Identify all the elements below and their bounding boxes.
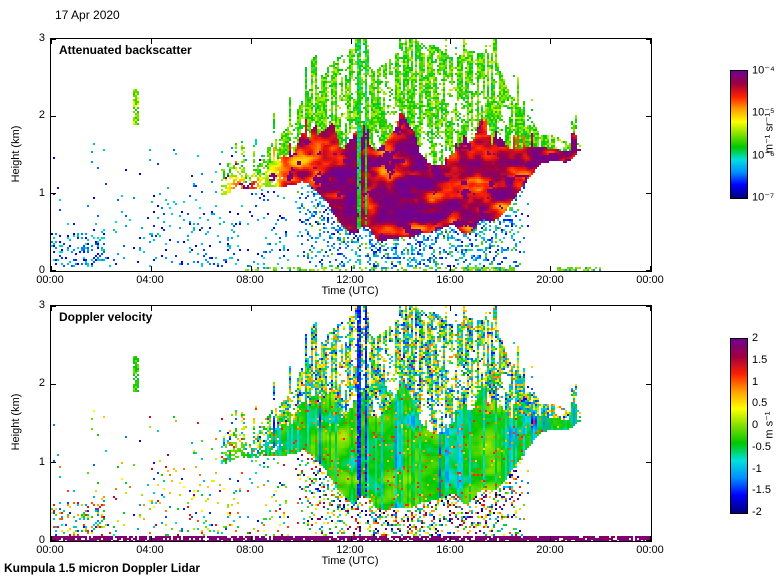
x-tick-label: 20:00 — [536, 274, 564, 286]
colorbar-tick-label: 0.5 — [752, 397, 768, 410]
colorbar-tick-label: -2 — [752, 506, 762, 518]
colorbar-tick-label: -1.5 — [752, 484, 771, 497]
y-tick-label: 2 — [38, 377, 45, 390]
x-tick-label: 04:00 — [136, 274, 164, 286]
x-tick-label: 12:00 — [336, 544, 364, 556]
x-tick-label: 12:00 — [336, 274, 364, 286]
colorbar-tick-label: 0 — [752, 419, 759, 431]
colorbar-tick-label: -1 — [752, 462, 762, 475]
doppler-colorbar-label: m s⁻¹ — [763, 411, 776, 439]
date-label: 17 Apr 2020 — [55, 8, 120, 22]
x-tick-label: 00:00 — [636, 274, 664, 286]
backscatter-heatmap-canvas — [51, 39, 651, 271]
backscatter-colorbar-canvas — [731, 71, 747, 198]
y-tick-label: 2 — [38, 109, 45, 122]
y-tick-label: 3 — [38, 32, 45, 44]
doppler-x-axis-label: Time (UTC) — [321, 555, 379, 567]
x-tick-label: 00:00 — [36, 544, 64, 556]
backscatter-panel-title: Attenuated backscatter — [59, 43, 192, 57]
colorbar-tick-label: 2 — [752, 332, 759, 344]
x-tick-label: 08:00 — [236, 544, 264, 556]
instrument-caption: Kumpula 1.5 micron Doppler Lidar — [4, 561, 201, 575]
colorbar-tick-label: 1.5 — [752, 353, 768, 366]
doppler-colorbar — [730, 338, 748, 514]
colorbar-tick-label: 10⁻⁵ — [752, 106, 775, 119]
doppler-heatmap-canvas — [51, 306, 651, 541]
backscatter-plot-area: Attenuated backscatter — [50, 38, 652, 272]
doppler-panel-title: Doppler velocity — [59, 310, 153, 324]
y-tick-label: 0 — [38, 534, 45, 546]
x-tick-label: 20:00 — [536, 544, 564, 556]
colorbar-tick-label: 1 — [752, 375, 759, 388]
y-tick-label: 1 — [38, 186, 45, 199]
backscatter-y-axis-label: Height (km) — [10, 125, 22, 183]
x-tick-label: 00:00 — [636, 544, 664, 556]
backscatter-colorbar — [730, 70, 748, 199]
x-tick-label: 04:00 — [136, 544, 164, 556]
x-tick-label: 00:00 — [36, 274, 64, 286]
y-tick-label: 1 — [38, 455, 45, 468]
y-tick-label: 3 — [38, 299, 45, 311]
colorbar-tick-label: 10⁻⁴ — [752, 64, 775, 77]
doppler-colorbar-canvas — [731, 339, 747, 513]
x-tick-label: 16:00 — [436, 274, 464, 286]
x-tick-label: 16:00 — [436, 544, 464, 556]
doppler-plot-area: Doppler velocity — [50, 305, 652, 542]
doppler-y-axis-label: Height (km) — [10, 393, 22, 451]
backscatter-x-axis-label: Time (UTC) — [321, 285, 379, 297]
x-tick-label: 08:00 — [236, 274, 264, 286]
y-tick-label: 0 — [38, 264, 45, 276]
backscatter-colorbar-label: m⁻¹ sr⁻¹ — [763, 112, 776, 154]
colorbar-tick-label: -0.5 — [752, 440, 771, 453]
colorbar-tick-label: 10⁻⁶ — [752, 149, 775, 162]
colorbar-tick-label: 10⁻⁷ — [752, 191, 775, 204]
